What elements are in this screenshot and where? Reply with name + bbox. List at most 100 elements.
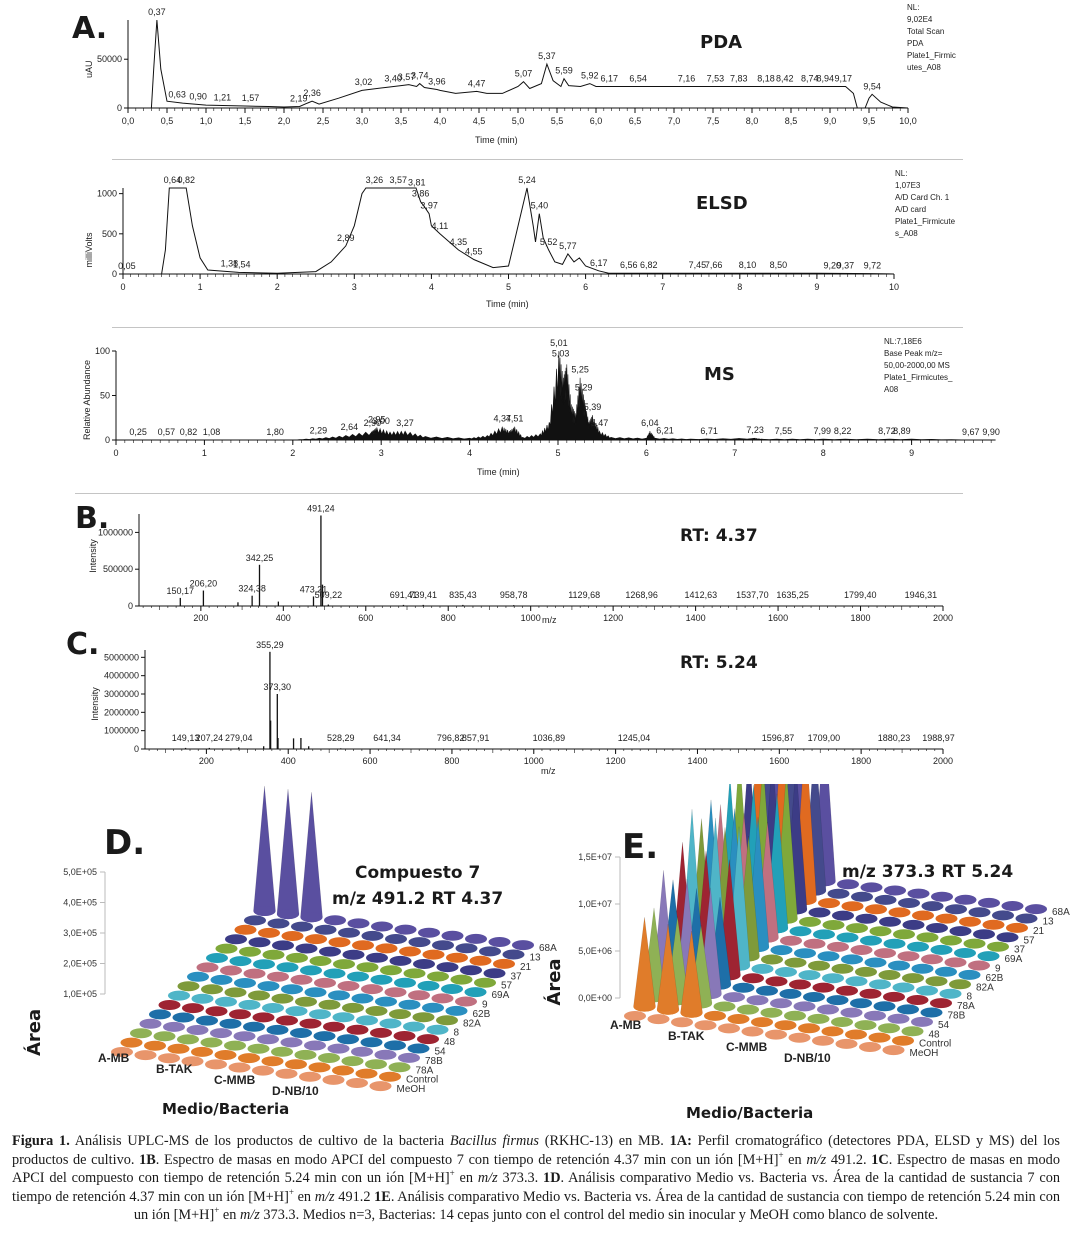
grid-cell [803, 992, 825, 1002]
strain-label: 37 [511, 971, 523, 982]
caption-sup: + [288, 1186, 294, 1197]
grid-cell [314, 924, 337, 935]
grid-cell [229, 1009, 251, 1020]
grid-cell [356, 1015, 378, 1026]
grid-cell [831, 963, 854, 974]
peak-label: 324,38 [238, 584, 266, 594]
x-tick-label: 7,5 [707, 116, 720, 126]
grid-cell [187, 971, 209, 982]
grid-cell [219, 1018, 242, 1029]
panel-letter-b: B. [75, 501, 109, 536]
peak-label: 8,10 [739, 260, 757, 270]
peak-label: 1946,31 [905, 590, 938, 600]
grid-cell [996, 932, 1019, 943]
peak-label: 5,25 [571, 365, 589, 375]
grid-cell [892, 982, 915, 993]
y-tick-label: 0 [128, 601, 133, 611]
grid-cell [352, 940, 374, 951]
strain-label: 82A [976, 982, 994, 993]
grid-cell [215, 996, 237, 1007]
cone-base [633, 1001, 656, 1012]
grid-cell [770, 945, 793, 956]
peak-label: 528,29 [327, 733, 355, 743]
grid-cell [220, 965, 242, 976]
peak-label: 1268,96 [625, 590, 658, 600]
x-tick-label: 1800 [851, 756, 871, 766]
x-tick-label: 3,0 [356, 116, 369, 126]
x-tick-label: 1800 [851, 613, 871, 623]
x-tick-label: 8,0 [746, 116, 759, 126]
grid-cell [902, 919, 925, 930]
y-tick-label: 1,5E+07 [578, 852, 612, 862]
grid-cell [860, 935, 882, 946]
grid-cell [394, 977, 416, 988]
peak-label: 1,38 [221, 259, 239, 269]
pda-ylabel: uAU [84, 60, 94, 78]
strain-label: 37 [1014, 945, 1026, 956]
grid-cell [304, 987, 327, 998]
grid-cell [874, 894, 897, 905]
grid-cell [841, 954, 863, 965]
grid-cell [408, 937, 431, 948]
chart-3d-d: D. Compuesto 7 m/z 491.2 RT 4.37 Área 1,… [23, 785, 558, 1118]
info-line: Base Peak m/z= [884, 349, 943, 358]
x-tick-label: 4 [467, 448, 472, 458]
cone-bar [253, 785, 276, 912]
peak-label: 1635,25 [776, 590, 809, 600]
spectrum-c-xlabel: m/z [541, 766, 556, 776]
grid-cell [168, 990, 190, 1001]
cone-base [277, 909, 299, 920]
grid-cell [261, 1056, 284, 1067]
peak-label: 355,29 [256, 640, 284, 650]
grid-cell [799, 916, 821, 927]
peak-label: 9,37 [837, 260, 855, 270]
grid-cell [206, 953, 228, 963]
grid-cell [290, 1028, 312, 1038]
peak-label: 5,07 [515, 69, 533, 79]
peak-label: 2,29 [310, 425, 328, 435]
grid-cell [488, 937, 511, 947]
peak-label: 4,51 [506, 414, 524, 424]
grid-cell [855, 913, 878, 924]
peak-label: 5,47 [591, 418, 609, 428]
grid-cell [954, 948, 976, 958]
cone-bar [300, 792, 323, 918]
caption-mz: m/z [806, 1151, 827, 1168]
peak-label: 279,04 [225, 733, 253, 743]
grid-cell [210, 974, 233, 985]
grid-cell [205, 1059, 227, 1070]
peak-label: 7,45 [689, 260, 707, 270]
grid-cell [341, 1056, 364, 1067]
peak-label: 8,89 [893, 426, 911, 436]
elsd-title: ELSD [696, 193, 748, 214]
grid-cell [417, 1034, 439, 1045]
grid-cell [172, 1012, 195, 1023]
grid-cell [864, 1010, 886, 1021]
grid-cell [299, 1071, 321, 1082]
grid-cell [911, 963, 934, 974]
info-line: Plate1_Firmicute [895, 217, 956, 226]
grid-cell [883, 991, 905, 1002]
peak-label: 342,25 [246, 553, 274, 563]
grid-cell [850, 945, 873, 955]
grid-cell [888, 960, 910, 971]
x-tick-label: 5,0 [512, 116, 525, 126]
peak-label: 3,81 [408, 177, 426, 187]
grid-cell [732, 982, 755, 993]
caption-ref-1e: 1E [374, 1188, 391, 1205]
grid-cell [158, 1000, 181, 1010]
grid-cell [836, 932, 859, 943]
grid-cell [413, 959, 435, 969]
y-tick-label: 0 [112, 269, 117, 279]
y-tick-label: 2,0E+05 [63, 959, 97, 969]
x-tick-label: 1 [198, 282, 203, 292]
media-label: B-TAK [156, 1062, 193, 1076]
x-tick-label: 2000 [933, 613, 953, 623]
grid-cell [280, 1037, 303, 1048]
grid-cell [243, 968, 266, 979]
grid-cell [464, 987, 487, 998]
peak-label: 7,16 [678, 74, 696, 84]
grid-cell [723, 992, 745, 1003]
